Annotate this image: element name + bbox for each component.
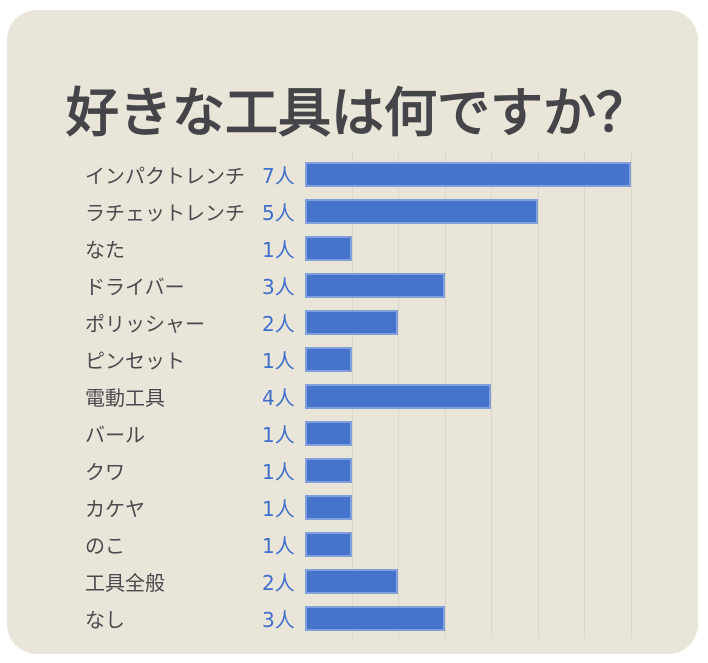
bar — [305, 310, 399, 335]
bar — [305, 199, 538, 224]
bar-track — [305, 347, 631, 372]
value-label: 1人 — [262, 423, 295, 447]
category-label: なた — [85, 238, 125, 262]
value-label: 1人 — [262, 534, 295, 558]
bar-track — [305, 236, 631, 261]
bar — [305, 273, 445, 298]
bar — [305, 162, 631, 187]
category-label: なし — [85, 608, 125, 632]
bar — [305, 384, 492, 409]
chart-row: ラチェットレンチ 5人 — [7, 193, 698, 230]
category-label: インパクトレンチ — [85, 164, 245, 188]
bar-track — [305, 421, 631, 446]
value-label: 5人 — [262, 201, 295, 225]
bar-chart: インパクトレンチ 7人 ラチェットレンチ 5人 なた 1人 ドライバー 3人 ポリッシャー 2人ピ… — [7, 150, 698, 646]
chart-row: のこ 1人 — [7, 526, 698, 563]
chart-row: ドライバー 3人 — [7, 267, 698, 304]
bar-track — [305, 532, 631, 557]
bar — [305, 421, 352, 446]
bar — [305, 569, 399, 594]
chart-row: なた 1人 — [7, 230, 698, 267]
chart-rows: インパクトレンチ 7人 ラチェットレンチ 5人 なた 1人 ドライバー 3人 ポリッシャー 2人ピ… — [7, 156, 698, 637]
value-label: 2人 — [262, 571, 295, 595]
bar-track — [305, 458, 631, 483]
value-label: 1人 — [262, 497, 295, 521]
category-label: のこ — [85, 534, 125, 558]
category-label: クワ — [85, 460, 125, 484]
value-label: 4人 — [262, 386, 295, 410]
value-label: 1人 — [262, 349, 295, 373]
bar-track — [305, 310, 631, 335]
category-label: ポリッシャー — [85, 312, 205, 336]
chart-row: ピンセット 1人 — [7, 341, 698, 378]
category-label: ピンセット — [85, 349, 185, 373]
chart-row: なし 3人 — [7, 600, 698, 637]
value-label: 3人 — [262, 608, 295, 632]
category-label: 電動工具 — [85, 386, 165, 410]
bar-track — [305, 606, 631, 631]
chart-row: インパクトレンチ 7人 — [7, 156, 698, 193]
bar — [305, 347, 352, 372]
value-label: 3人 — [262, 275, 295, 299]
value-label: 7人 — [262, 164, 295, 188]
bar-track — [305, 199, 631, 224]
bar-track — [305, 569, 631, 594]
bar-track — [305, 273, 631, 298]
chart-row: 工具全般 2人 — [7, 563, 698, 600]
bar-track — [305, 162, 631, 187]
category-label: ラチェットレンチ — [85, 201, 245, 225]
value-label: 1人 — [262, 238, 295, 262]
category-label: カケヤ — [85, 497, 145, 521]
chart-row: カケヤ 1人 — [7, 489, 698, 526]
chart-row: ポリッシャー 2人 — [7, 304, 698, 341]
chart-title: 好きな工具は何ですか？ — [66, 82, 649, 144]
category-label: バール — [85, 423, 145, 447]
chart-row: 電動工具 4人 — [7, 378, 698, 415]
bar — [305, 606, 445, 631]
chart-row: クワ 1人 — [7, 452, 698, 489]
survey-chart-card: 好きな工具は何ですか？ インパクトレンチ 7人 ラチェットレンチ 5人 なた 1人 ドライバ… — [7, 10, 698, 654]
bar — [305, 458, 352, 483]
bar — [305, 495, 352, 520]
category-label: 工具全般 — [85, 571, 165, 595]
value-label: 1人 — [262, 460, 295, 484]
bar-track — [305, 384, 631, 409]
bar — [305, 532, 352, 557]
bar-track — [305, 495, 631, 520]
value-label: 2人 — [262, 312, 295, 336]
category-label: ドライバー — [85, 275, 185, 299]
bar — [305, 236, 352, 261]
chart-row: バール 1人 — [7, 415, 698, 452]
